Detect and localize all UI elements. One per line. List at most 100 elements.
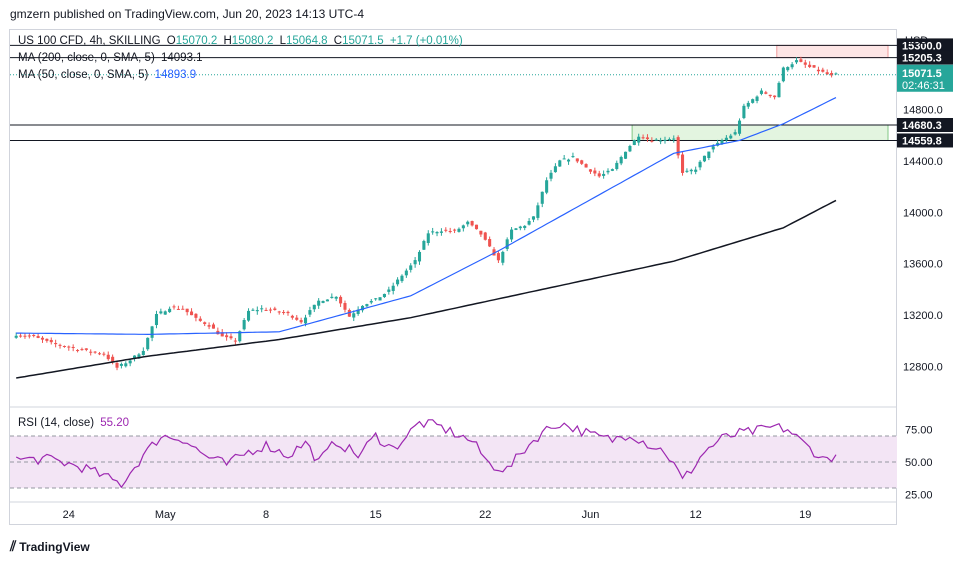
ma50-legend[interactable]: MA (50, close, 0, SMA, 5) 14893.9 bbox=[18, 69, 199, 81]
candle[interactable] bbox=[645, 137, 649, 140]
candle[interactable] bbox=[255, 310, 259, 312]
candle[interactable] bbox=[417, 251, 422, 262]
candle[interactable] bbox=[225, 335, 229, 338]
candle[interactable] bbox=[106, 354, 110, 360]
candle[interactable] bbox=[76, 350, 80, 352]
candle[interactable] bbox=[518, 226, 522, 229]
candle[interactable] bbox=[233, 340, 237, 342]
candle[interactable] bbox=[119, 363, 123, 366]
candle[interactable] bbox=[602, 173, 606, 176]
candle[interactable] bbox=[435, 232, 439, 234]
candle[interactable] bbox=[562, 158, 566, 160]
candle[interactable] bbox=[786, 67, 790, 71]
candle[interactable] bbox=[834, 73, 838, 75]
candle[interactable] bbox=[720, 140, 724, 144]
candle[interactable] bbox=[137, 354, 141, 359]
candle[interactable] bbox=[654, 139, 658, 141]
candle[interactable] bbox=[549, 172, 553, 179]
candle[interactable] bbox=[593, 170, 597, 174]
candle[interactable] bbox=[282, 312, 286, 314]
candle[interactable] bbox=[194, 313, 198, 318]
candle[interactable] bbox=[207, 325, 211, 327]
candle[interactable] bbox=[816, 69, 820, 72]
candle[interactable] bbox=[751, 99, 755, 103]
candle[interactable] bbox=[220, 332, 224, 337]
candle[interactable] bbox=[330, 296, 334, 298]
candle[interactable] bbox=[531, 216, 536, 220]
candle[interactable] bbox=[172, 306, 176, 308]
candle[interactable] bbox=[229, 336, 233, 339]
candle[interactable] bbox=[400, 275, 404, 282]
candle[interactable] bbox=[352, 313, 356, 318]
candle[interactable] bbox=[610, 169, 614, 171]
candle[interactable] bbox=[470, 221, 474, 226]
candle[interactable] bbox=[790, 64, 794, 68]
candle[interactable] bbox=[277, 311, 281, 313]
candle[interactable] bbox=[759, 90, 763, 94]
candle[interactable] bbox=[343, 303, 347, 310]
candle[interactable] bbox=[567, 159, 571, 162]
candle[interactable] bbox=[23, 335, 27, 337]
candle[interactable] bbox=[413, 260, 417, 265]
candle[interactable] bbox=[768, 94, 772, 97]
candle[interactable] bbox=[84, 348, 88, 350]
candle[interactable] bbox=[496, 253, 500, 261]
candle[interactable] bbox=[724, 137, 728, 141]
ma200-legend[interactable]: MA (200, close, 0, SMA, 5) 14093.1 bbox=[18, 52, 206, 64]
candle[interactable] bbox=[588, 169, 593, 172]
ma50-line[interactable] bbox=[16, 97, 837, 336]
candle[interactable] bbox=[737, 120, 742, 134]
candle[interactable] bbox=[479, 230, 483, 235]
candle[interactable] bbox=[694, 169, 698, 172]
candle[interactable] bbox=[168, 308, 172, 313]
candle[interactable] bbox=[141, 350, 145, 355]
candle[interactable] bbox=[794, 60, 799, 63]
candle[interactable] bbox=[45, 338, 49, 341]
candle[interactable] bbox=[211, 324, 215, 329]
candle[interactable] bbox=[825, 72, 829, 75]
candle[interactable] bbox=[650, 140, 654, 142]
candle[interactable] bbox=[97, 353, 102, 355]
candle[interactable] bbox=[299, 320, 303, 323]
candle[interactable] bbox=[580, 160, 584, 164]
candle[interactable] bbox=[40, 337, 45, 340]
candle[interactable] bbox=[764, 92, 768, 94]
candle[interactable] bbox=[624, 151, 628, 159]
candle[interactable] bbox=[317, 300, 321, 306]
candle[interactable] bbox=[198, 318, 202, 321]
candle[interactable] bbox=[711, 146, 715, 150]
candle[interactable] bbox=[163, 311, 167, 315]
candle[interactable] bbox=[303, 317, 308, 324]
candle[interactable] bbox=[286, 311, 290, 314]
candle[interactable] bbox=[545, 180, 549, 193]
candle[interactable] bbox=[488, 239, 492, 247]
candle[interactable] bbox=[781, 67, 785, 82]
candle[interactable] bbox=[755, 96, 759, 101]
candle[interactable] bbox=[510, 229, 514, 240]
candle[interactable] bbox=[290, 315, 294, 318]
candle[interactable] bbox=[628, 145, 632, 152]
candle[interactable] bbox=[36, 336, 40, 338]
candle[interactable] bbox=[391, 285, 395, 291]
candle[interactable] bbox=[360, 305, 365, 311]
ma200-line[interactable] bbox=[16, 199, 837, 379]
candle[interactable] bbox=[124, 363, 128, 367]
candle[interactable] bbox=[115, 362, 119, 368]
candle[interactable] bbox=[356, 309, 360, 315]
candle[interactable] bbox=[185, 308, 189, 313]
candle[interactable] bbox=[606, 170, 610, 173]
candle[interactable] bbox=[374, 298, 378, 300]
candle[interactable] bbox=[260, 308, 264, 310]
candle[interactable] bbox=[777, 82, 781, 98]
candle[interactable] bbox=[676, 137, 680, 156]
candle[interactable] bbox=[584, 164, 588, 168]
candle[interactable] bbox=[746, 102, 750, 107]
candle[interactable] bbox=[409, 265, 413, 270]
candle[interactable] bbox=[505, 239, 509, 249]
candle[interactable] bbox=[58, 344, 62, 346]
candle[interactable] bbox=[514, 228, 518, 230]
candle[interactable] bbox=[501, 251, 505, 263]
candle[interactable] bbox=[444, 229, 448, 231]
candle[interactable] bbox=[80, 349, 84, 351]
